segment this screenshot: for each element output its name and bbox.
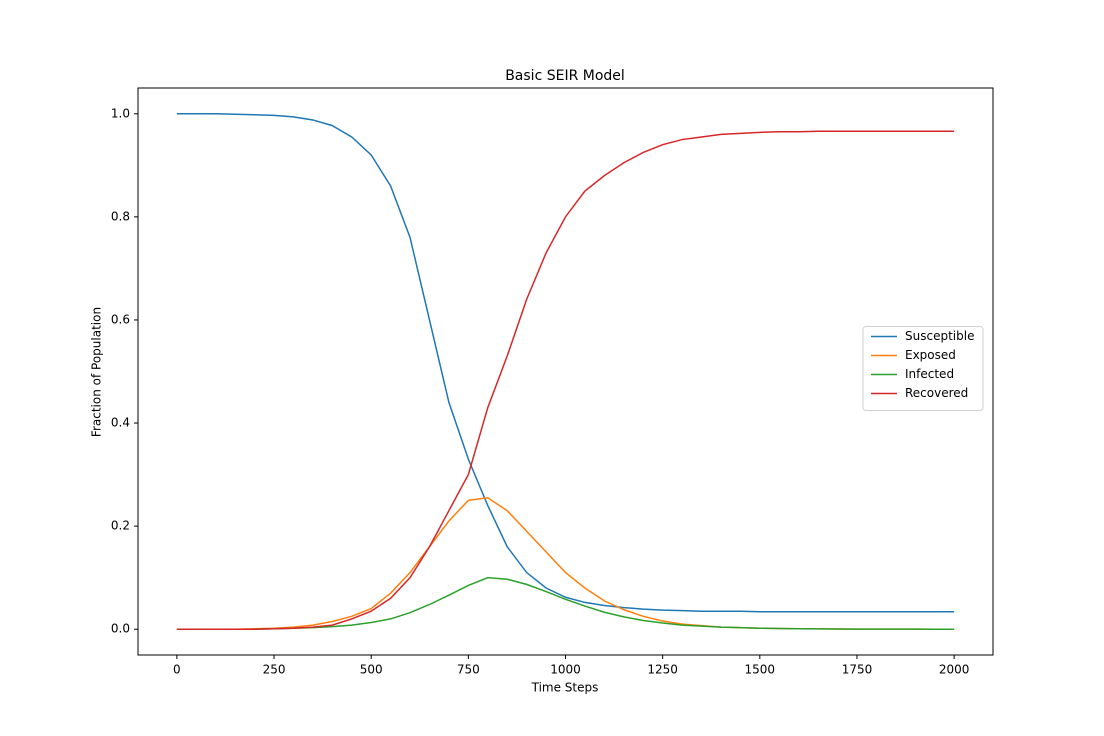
x-tick-label: 1500 xyxy=(745,663,776,677)
y-tick-label: 0.2 xyxy=(111,519,130,533)
x-tick-label: 500 xyxy=(360,663,383,677)
series-line xyxy=(176,113,955,613)
legend-label: Infected xyxy=(905,367,954,381)
series-line xyxy=(176,130,955,630)
y-tick-label: 1.0 xyxy=(111,106,130,120)
x-tick-label: 1000 xyxy=(550,663,581,677)
y-tick-label: 0.4 xyxy=(111,416,130,430)
x-axis-label: Time Steps xyxy=(531,681,599,695)
legend-label: Recovered xyxy=(905,386,968,400)
x-tick-label: 2000 xyxy=(939,663,970,677)
x-tick-label: 750 xyxy=(457,663,480,677)
y-axis-label: Fraction of Population xyxy=(90,307,104,437)
x-tick-label: 250 xyxy=(263,663,286,677)
y-tick-label: 0.0 xyxy=(111,622,130,636)
y-tick-label: 0.8 xyxy=(111,209,130,223)
series-line xyxy=(176,497,955,630)
chart-title: Basic SEIR Model xyxy=(505,68,625,84)
legend-label: Susceptible xyxy=(905,329,974,343)
series-line xyxy=(176,576,955,630)
x-tick-label: 1750 xyxy=(842,663,873,677)
x-tick-label: 1250 xyxy=(647,663,678,677)
legend-box xyxy=(862,326,984,411)
x-tick-label: 0 xyxy=(173,663,181,677)
y-tick-label: 0.6 xyxy=(111,312,130,326)
legend-label: Exposed xyxy=(905,348,956,362)
